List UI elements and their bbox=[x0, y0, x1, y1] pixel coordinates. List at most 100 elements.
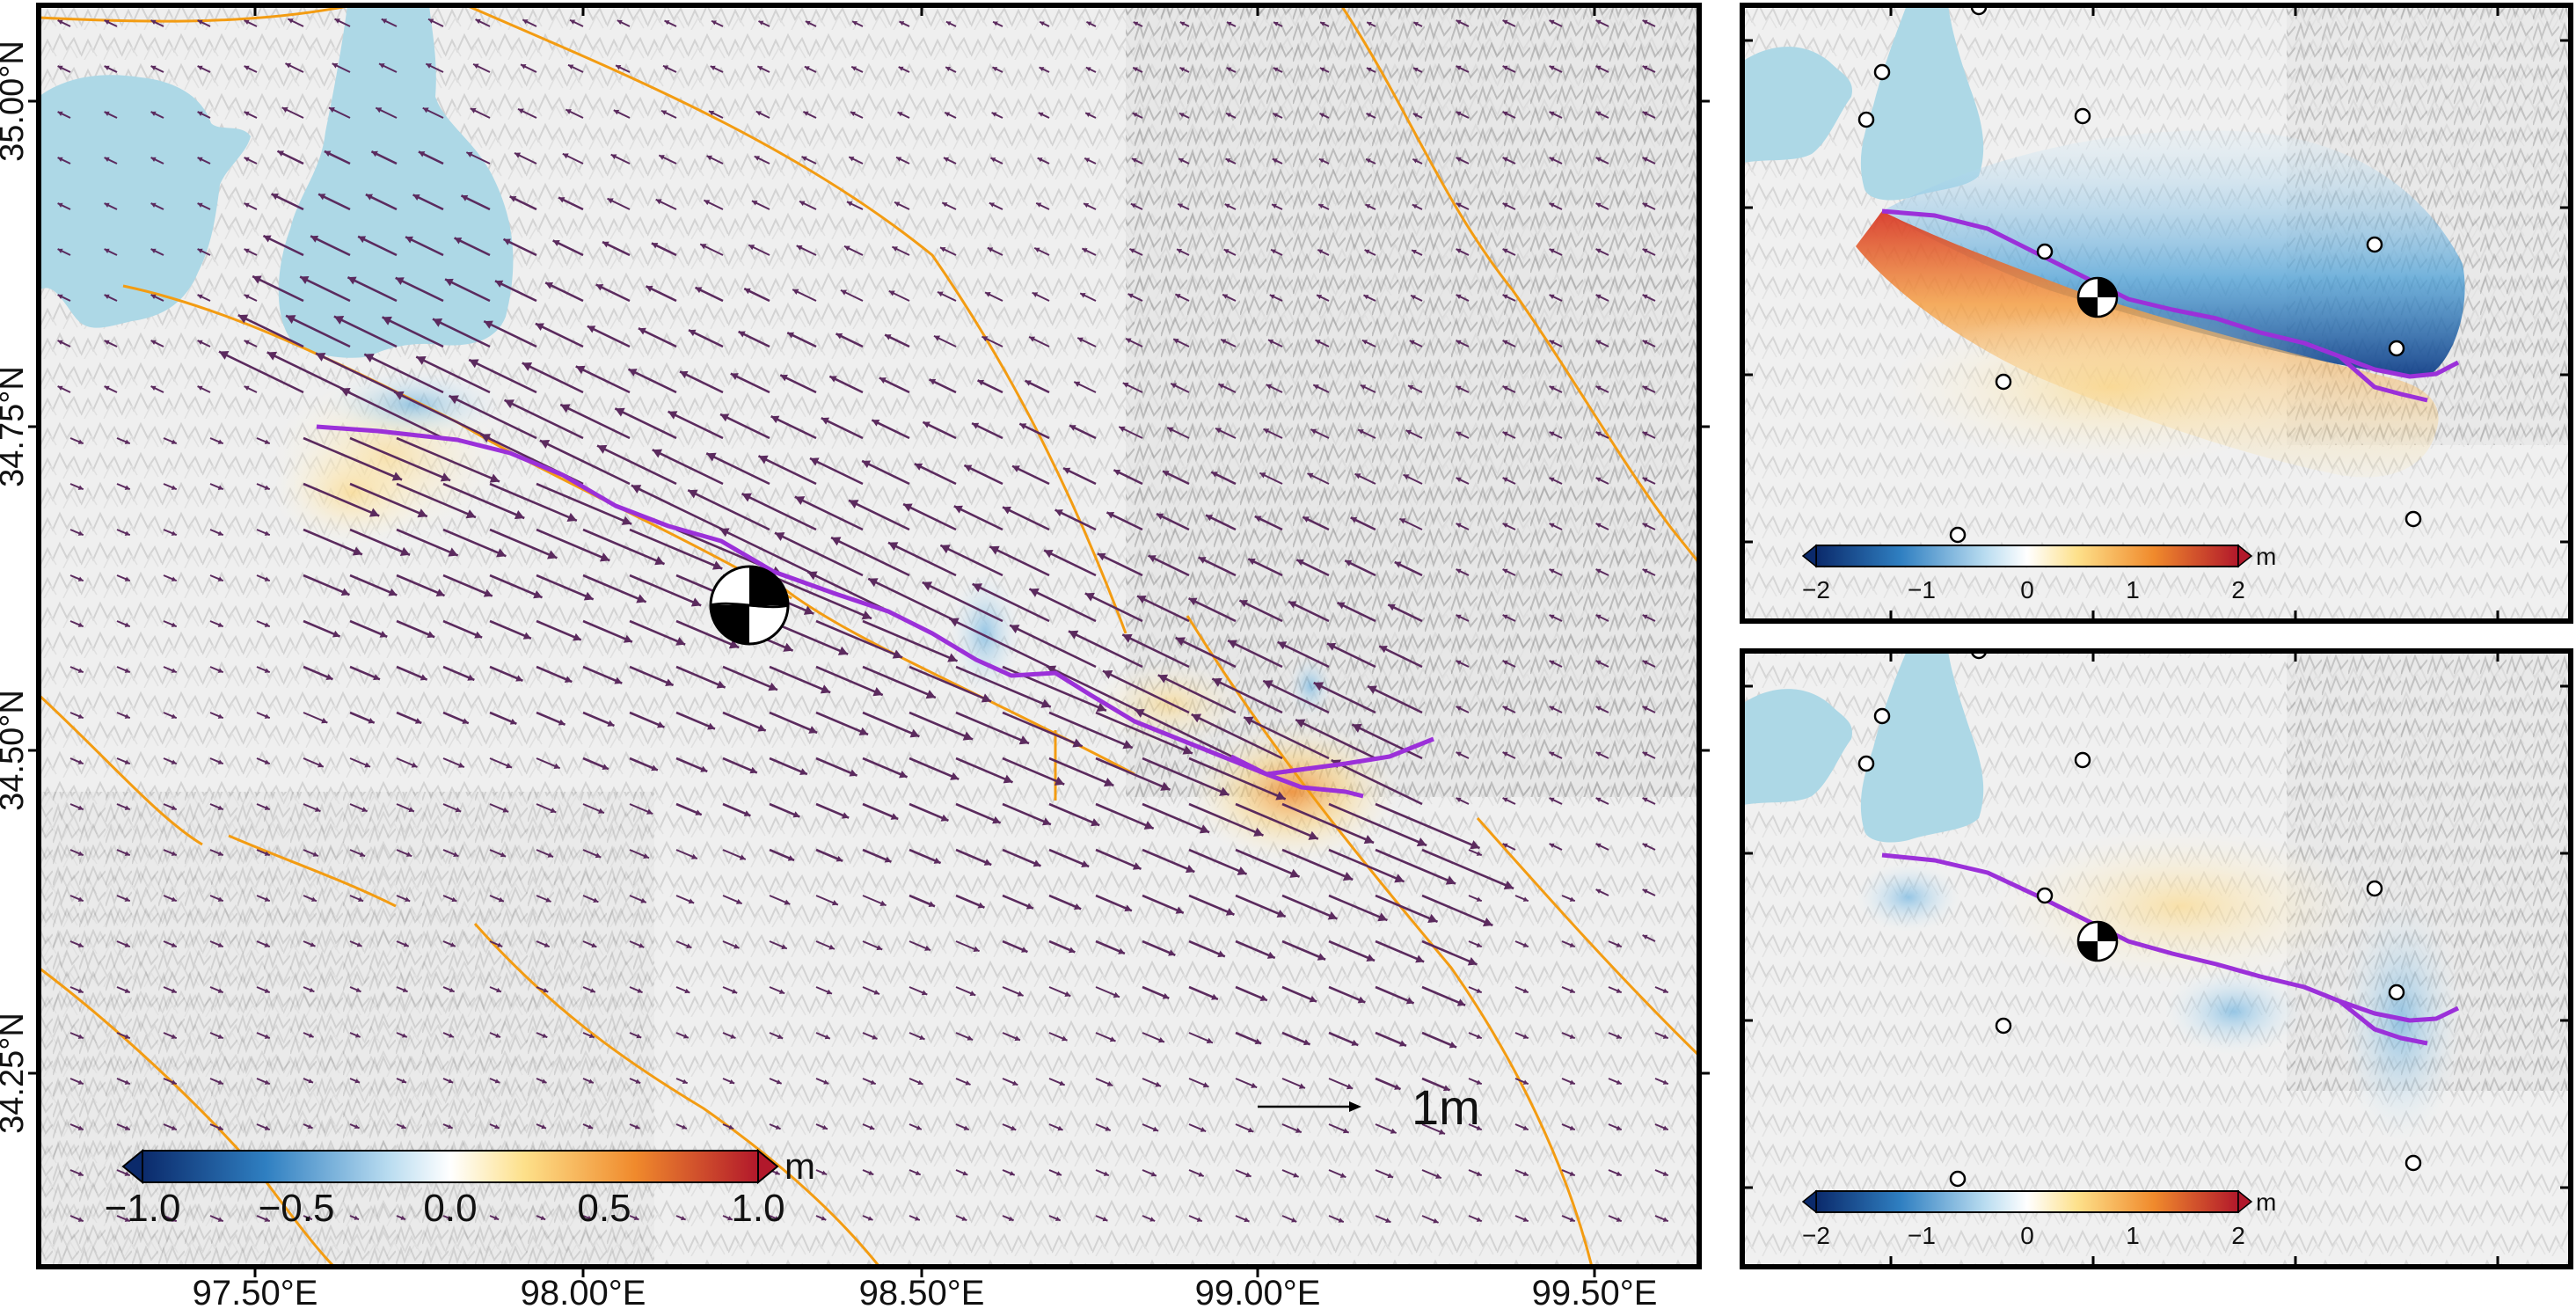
displacement-arrowhead-icon bbox=[500, 852, 507, 858]
displacement-arrowhead-icon bbox=[124, 485, 130, 490]
displacement-arrow-icon bbox=[1188, 894, 1235, 916]
displacement-arrowhead-icon bbox=[1059, 1080, 1065, 1086]
displacement-arrowhead-icon bbox=[945, 112, 951, 117]
displacement-arrowhead-icon bbox=[1502, 660, 1508, 665]
displacement-arrowhead-icon bbox=[328, 106, 335, 113]
displacement-arrowhead-icon bbox=[821, 417, 830, 425]
displacement-arrowhead-icon bbox=[1263, 428, 1270, 435]
displacement-arrowhead-icon bbox=[1019, 423, 1027, 430]
displacement-arrowhead-icon bbox=[1595, 751, 1602, 757]
bottom-inset-beachball-icon bbox=[2076, 920, 2119, 962]
displacement-arrowhead-icon bbox=[716, 680, 726, 689]
displacement-arrowhead-icon bbox=[1063, 467, 1071, 474]
displacement-arrowhead-icon bbox=[1412, 113, 1419, 118]
displacement-arrowhead-icon bbox=[1549, 111, 1555, 116]
displacement-arrowhead-icon bbox=[993, 21, 998, 26]
displacement-arrow-icon bbox=[955, 665, 1052, 708]
displacement-arrow-icon bbox=[705, 452, 770, 486]
displacement-arrowhead-icon bbox=[332, 630, 340, 638]
displacement-arrow-icon bbox=[887, 541, 957, 577]
displacement-arrowhead-icon bbox=[310, 896, 317, 902]
displacement-arrowhead-icon bbox=[1467, 956, 1478, 966]
displacement-arrow-icon bbox=[1295, 718, 1376, 760]
displacement-arrowhead-icon bbox=[664, 20, 670, 26]
displacement-arrowhead-icon bbox=[1549, 431, 1555, 436]
displacement-arrowhead-icon bbox=[985, 292, 991, 297]
displacement-arrowhead-icon bbox=[602, 241, 609, 248]
displacement-arrowhead-icon bbox=[57, 19, 63, 25]
displacement-arrow-icon bbox=[1136, 595, 1190, 623]
displacement-arrowhead-icon bbox=[945, 66, 951, 71]
displacement-arrowhead-icon bbox=[704, 200, 711, 206]
displacement-arrowhead-icon bbox=[217, 942, 223, 947]
displacement-arrowhead-icon bbox=[899, 21, 905, 26]
displacement-arrowhead-icon bbox=[307, 1215, 312, 1220]
displacement-arrowhead-icon bbox=[171, 530, 177, 536]
displacement-arrowhead-icon bbox=[150, 202, 157, 208]
displacement-arrow-icon bbox=[522, 362, 584, 394]
displacement-arrowhead-icon bbox=[820, 684, 831, 694]
displacement-arrowhead-icon bbox=[1248, 558, 1256, 566]
main-colorbar-unit: m bbox=[784, 1145, 815, 1187]
displacement-arrowhead-icon bbox=[411, 762, 418, 768]
displacement-arrowhead-icon bbox=[1054, 776, 1065, 786]
displacement-arrowhead-icon bbox=[774, 1216, 780, 1221]
displacement-arrow-icon bbox=[396, 482, 477, 519]
displacement-arrowhead-icon bbox=[412, 194, 420, 201]
displacement-arrowhead-icon bbox=[646, 808, 653, 815]
displacement-arrowhead-icon bbox=[1109, 1036, 1116, 1042]
displacement-arrowhead-icon bbox=[733, 943, 740, 949]
displacement-arrowhead-icon bbox=[171, 805, 177, 810]
displacement-arrowhead-icon bbox=[1502, 431, 1508, 436]
displacement-arrowhead-icon bbox=[334, 18, 340, 24]
displacement-arrowhead-icon bbox=[1502, 19, 1508, 25]
displacement-arrow-icon bbox=[1326, 642, 1376, 669]
displacement-arrowhead-icon bbox=[264, 805, 270, 810]
displacement-arrow-icon bbox=[396, 528, 459, 557]
displacement-arrowhead-icon bbox=[583, 591, 594, 601]
displacement-arrowhead-icon bbox=[171, 759, 177, 764]
displacement-arrowhead-icon bbox=[1642, 660, 1648, 665]
displacement-arrowhead-icon bbox=[264, 759, 270, 764]
displacement-arrowhead-icon bbox=[1549, 340, 1555, 345]
displacement-arrow-icon bbox=[1142, 848, 1195, 874]
displacement-arrowhead-icon bbox=[1196, 1217, 1202, 1222]
displacement-arrowhead-icon bbox=[1135, 708, 1145, 718]
deformation-patch-east bbox=[1187, 721, 1398, 862]
displacement-arrowhead-icon bbox=[1179, 67, 1186, 72]
displacement-arrowhead-icon bbox=[977, 379, 985, 386]
displacement-arrowhead-icon bbox=[566, 512, 577, 522]
displacement-arrowhead-icon bbox=[962, 1171, 968, 1176]
displacement-arrowhead-icon bbox=[1198, 1172, 1204, 1177]
displacement-arrowhead-icon bbox=[361, 807, 368, 812]
displacement-arrowhead-icon bbox=[587, 1215, 593, 1220]
displacement-arrowhead-icon bbox=[566, 109, 572, 114]
displacement-arrowhead-icon bbox=[124, 668, 130, 673]
displacement-arrowhead-icon bbox=[1041, 817, 1051, 826]
displacement-arrowhead-icon bbox=[1254, 1038, 1262, 1045]
displacement-arrowhead-icon bbox=[770, 415, 780, 424]
displacement-arrowhead-icon bbox=[124, 1125, 130, 1130]
displacement-arrowhead-icon bbox=[1008, 1216, 1014, 1221]
displacement-arrowhead-icon bbox=[533, 589, 543, 599]
displacement-arrowhead-icon bbox=[1366, 158, 1371, 164]
displacement-arrowhead-icon bbox=[402, 987, 408, 992]
displacement-arrowhead-icon bbox=[1662, 1125, 1668, 1130]
displacement-arrowhead-icon bbox=[660, 110, 668, 115]
displacement-arrowhead-icon bbox=[150, 248, 157, 253]
displacement-arrowhead-icon bbox=[1303, 516, 1310, 523]
displacement-arrowhead-icon bbox=[1143, 821, 1154, 830]
displacement-arrowhead-icon bbox=[1167, 427, 1174, 433]
displacement-arrow-icon bbox=[1243, 716, 1330, 760]
displacement-arrowhead-icon bbox=[914, 463, 923, 471]
displacement-arrowhead-icon bbox=[285, 62, 292, 69]
displacement-arrowhead-icon bbox=[1040, 21, 1045, 26]
displacement-arrowhead-icon bbox=[768, 682, 777, 691]
displacement-arrowhead-icon bbox=[197, 202, 203, 208]
displacement-arrowhead-icon bbox=[1569, 1125, 1575, 1130]
displacement-arrowhead-icon bbox=[171, 713, 177, 719]
displacement-arrowhead-icon bbox=[1569, 1079, 1575, 1085]
displacement-arrowhead-icon bbox=[1085, 113, 1091, 118]
displacement-arrowhead-icon bbox=[1595, 477, 1602, 482]
displacement-arrowhead-icon bbox=[690, 853, 697, 859]
